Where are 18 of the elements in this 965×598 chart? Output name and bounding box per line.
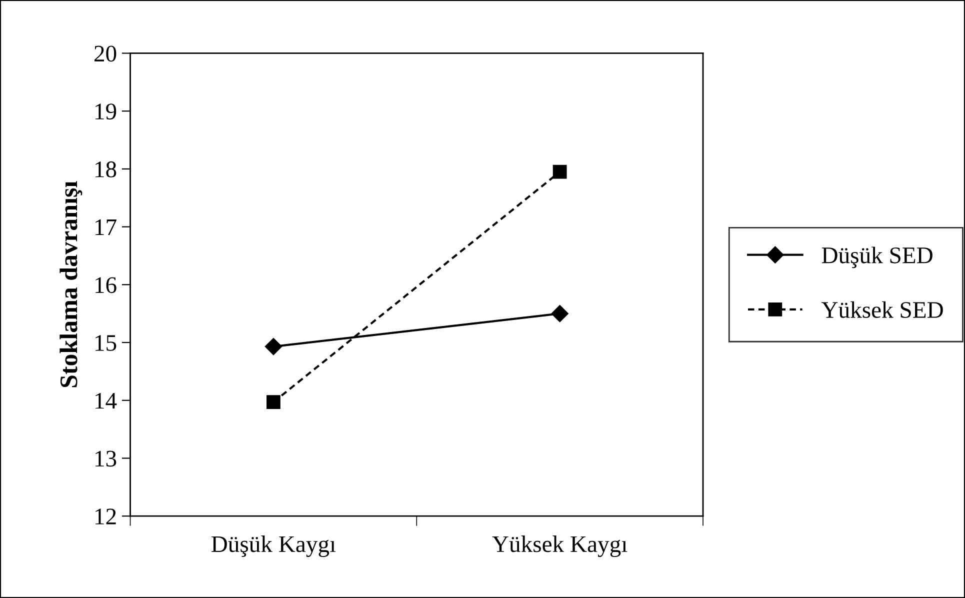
y-tick-label: 13 bbox=[96, 450, 116, 467]
point bbox=[266, 395, 280, 410]
point bbox=[551, 305, 568, 322]
y-tick-label: 16 bbox=[96, 277, 116, 294]
y-tick-label: 14 bbox=[96, 392, 117, 409]
y-tick-label: 17 bbox=[96, 219, 116, 235]
legend-label: Yüksek SED bbox=[821, 301, 943, 318]
y-tick-label: 20 bbox=[94, 46, 116, 62]
point bbox=[552, 164, 567, 179]
x-tick-label: Yüksek Kaygı bbox=[492, 536, 628, 557]
legend-label: Düşük SED bbox=[822, 246, 932, 268]
point bbox=[264, 338, 282, 356]
y-tick-label: 18 bbox=[96, 161, 116, 178]
x-tick-label: Düşük Kaygı bbox=[212, 536, 336, 557]
y-tick-label: 19 bbox=[96, 104, 116, 120]
y-axis-title: Stoklama davranışı bbox=[60, 181, 82, 388]
y-tick-label: 12 bbox=[96, 508, 116, 524]
y-tick-label: 15 bbox=[96, 335, 116, 351]
